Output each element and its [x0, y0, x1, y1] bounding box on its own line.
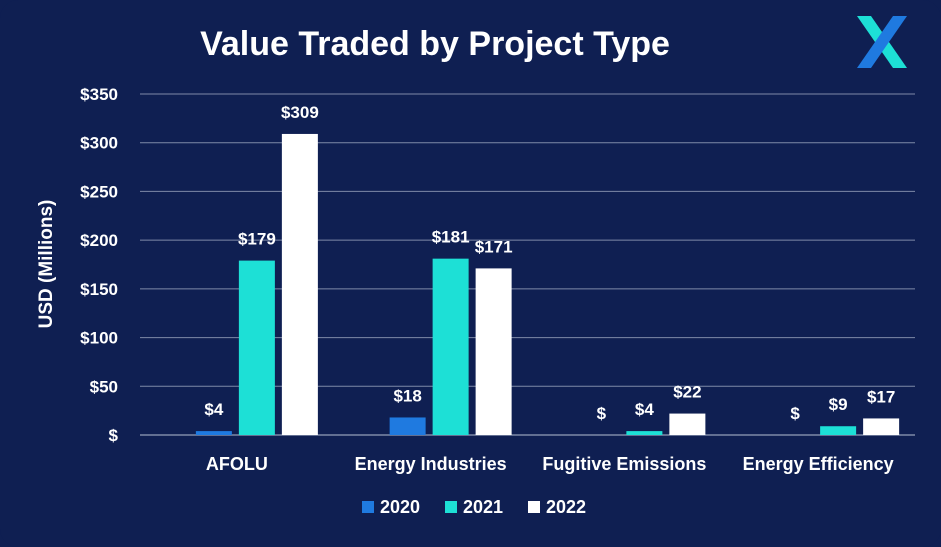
- bar-2022: [475, 268, 512, 435]
- data-label: $309: [281, 103, 319, 122]
- x-category-label: Energy Industries: [355, 454, 507, 474]
- data-label: $17: [867, 387, 895, 406]
- x-category-label: AFOLU: [206, 454, 268, 474]
- y-axis-ticks: $ $50 $100 $150 $200 $250 $300 $350: [80, 85, 118, 445]
- y-tick-label: $100: [80, 329, 118, 348]
- bar-2022: [863, 418, 900, 435]
- legend-item-2022: 2022: [528, 497, 586, 517]
- data-label: $: [597, 404, 607, 423]
- data-label: $179: [238, 230, 276, 249]
- data-label: $9: [829, 395, 848, 414]
- y-tick-label: $150: [80, 280, 118, 299]
- legend-swatch: [445, 501, 457, 513]
- data-label: $171: [475, 237, 513, 256]
- data-label: $4: [204, 400, 223, 419]
- bar-2020: [195, 431, 232, 435]
- y-tick-label: $300: [80, 134, 118, 153]
- legend-swatch: [528, 501, 540, 513]
- bar-2022: [281, 133, 318, 435]
- y-axis-label: USD (Millions): [36, 200, 57, 329]
- bar-2022: [669, 413, 706, 435]
- chart-title: Value Traded by Project Type: [200, 25, 670, 63]
- y-tick-label: $350: [80, 85, 118, 104]
- legend-label: 2020: [380, 497, 420, 517]
- legend-item-2020: 2020: [362, 497, 420, 517]
- bar-2021: [820, 426, 857, 435]
- data-label: $4: [635, 400, 654, 419]
- bar-2021: [626, 431, 663, 435]
- y-tick-label: $50: [90, 377, 118, 396]
- bar-2020: [389, 417, 426, 435]
- legend-item-2021: 2021: [445, 497, 503, 517]
- y-tick-label: $250: [80, 182, 118, 201]
- data-label: $: [790, 404, 800, 423]
- data-label: $181: [432, 228, 470, 247]
- legend-label: 2021: [463, 497, 503, 517]
- data-labels: $4 $179 $309 $18 $181 $171 $ $4 $22 $ $9 $17: [204, 103, 895, 423]
- data-label: $22: [673, 383, 701, 402]
- legend-label: 2022: [546, 497, 586, 517]
- y-tick-label: $200: [80, 231, 118, 250]
- legend-swatch: [362, 501, 374, 513]
- bars: [195, 133, 900, 435]
- data-label: $18: [393, 386, 421, 405]
- bar-2021: [238, 260, 275, 435]
- y-tick-label: $: [109, 426, 119, 445]
- x-category-label: Energy Efficiency: [743, 454, 894, 474]
- category-labels: AFOLU Energy Industries Fugitive Emissions…: [206, 454, 894, 474]
- legend: 2020 2021 2022: [362, 497, 586, 517]
- x-category-label: Fugitive Emissions: [542, 454, 706, 474]
- x-logo-icon: [857, 16, 907, 68]
- bar-2021: [432, 258, 469, 435]
